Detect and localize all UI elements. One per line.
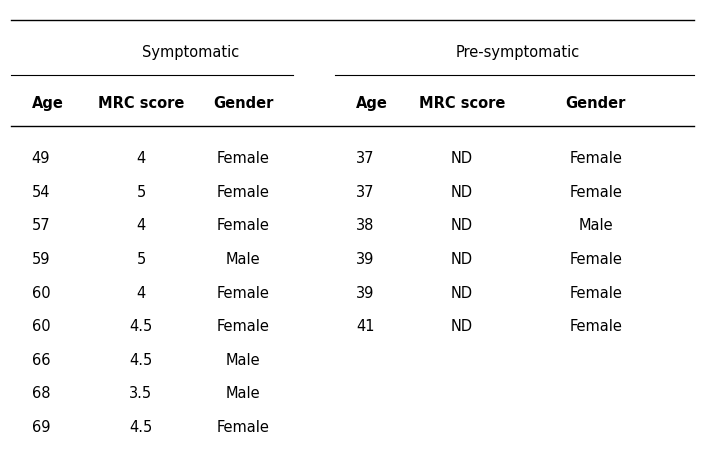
Text: 4: 4 [136, 285, 146, 300]
Text: Gender: Gender [565, 96, 626, 111]
Text: ND: ND [450, 151, 473, 166]
Text: Gender: Gender [213, 96, 274, 111]
Text: Female: Female [570, 151, 623, 166]
Text: Female: Female [217, 319, 270, 333]
Text: 4.5: 4.5 [130, 319, 152, 333]
Text: Female: Female [570, 285, 623, 300]
Text: ND: ND [450, 319, 473, 333]
Text: 69: 69 [32, 419, 50, 434]
Text: Male: Male [578, 218, 613, 233]
Text: Male: Male [226, 252, 261, 266]
Text: 5: 5 [136, 252, 146, 266]
Text: Female: Female [570, 319, 623, 333]
Text: 54: 54 [32, 185, 50, 199]
Text: 66: 66 [32, 352, 50, 367]
Text: Female: Female [217, 151, 270, 166]
Text: ND: ND [450, 252, 473, 266]
Text: 60: 60 [32, 285, 50, 300]
Text: 37: 37 [356, 185, 374, 199]
Text: Female: Female [570, 185, 623, 199]
Text: 39: 39 [356, 285, 374, 300]
Text: 59: 59 [32, 252, 50, 266]
Text: 4.5: 4.5 [130, 419, 152, 434]
Text: 41: 41 [356, 319, 374, 333]
Text: Male: Male [226, 352, 261, 367]
Text: Male: Male [226, 386, 261, 400]
Text: Female: Female [217, 285, 270, 300]
Text: 5: 5 [136, 185, 146, 199]
Text: 4.5: 4.5 [130, 352, 152, 367]
Text: Female: Female [217, 218, 270, 233]
Text: Female: Female [217, 185, 270, 199]
Text: MRC score: MRC score [98, 96, 184, 111]
Text: 49: 49 [32, 151, 50, 166]
Text: ND: ND [450, 285, 473, 300]
Text: Age: Age [356, 96, 388, 111]
Text: 37: 37 [356, 151, 374, 166]
Text: Age: Age [32, 96, 63, 111]
Text: 38: 38 [356, 218, 374, 233]
Text: Female: Female [217, 419, 270, 434]
Text: ND: ND [450, 218, 473, 233]
Text: 4: 4 [136, 218, 146, 233]
Text: 60: 60 [32, 319, 50, 333]
Text: Female: Female [570, 252, 623, 266]
Text: 39: 39 [356, 252, 374, 266]
Text: 4: 4 [136, 151, 146, 166]
Text: 57: 57 [32, 218, 50, 233]
Text: MRC score: MRC score [419, 96, 505, 111]
Text: 3.5: 3.5 [130, 386, 152, 400]
Text: Symptomatic: Symptomatic [142, 45, 239, 60]
Text: 68: 68 [32, 386, 50, 400]
Text: ND: ND [450, 185, 473, 199]
Text: Pre-symptomatic: Pre-symptomatic [456, 45, 580, 60]
